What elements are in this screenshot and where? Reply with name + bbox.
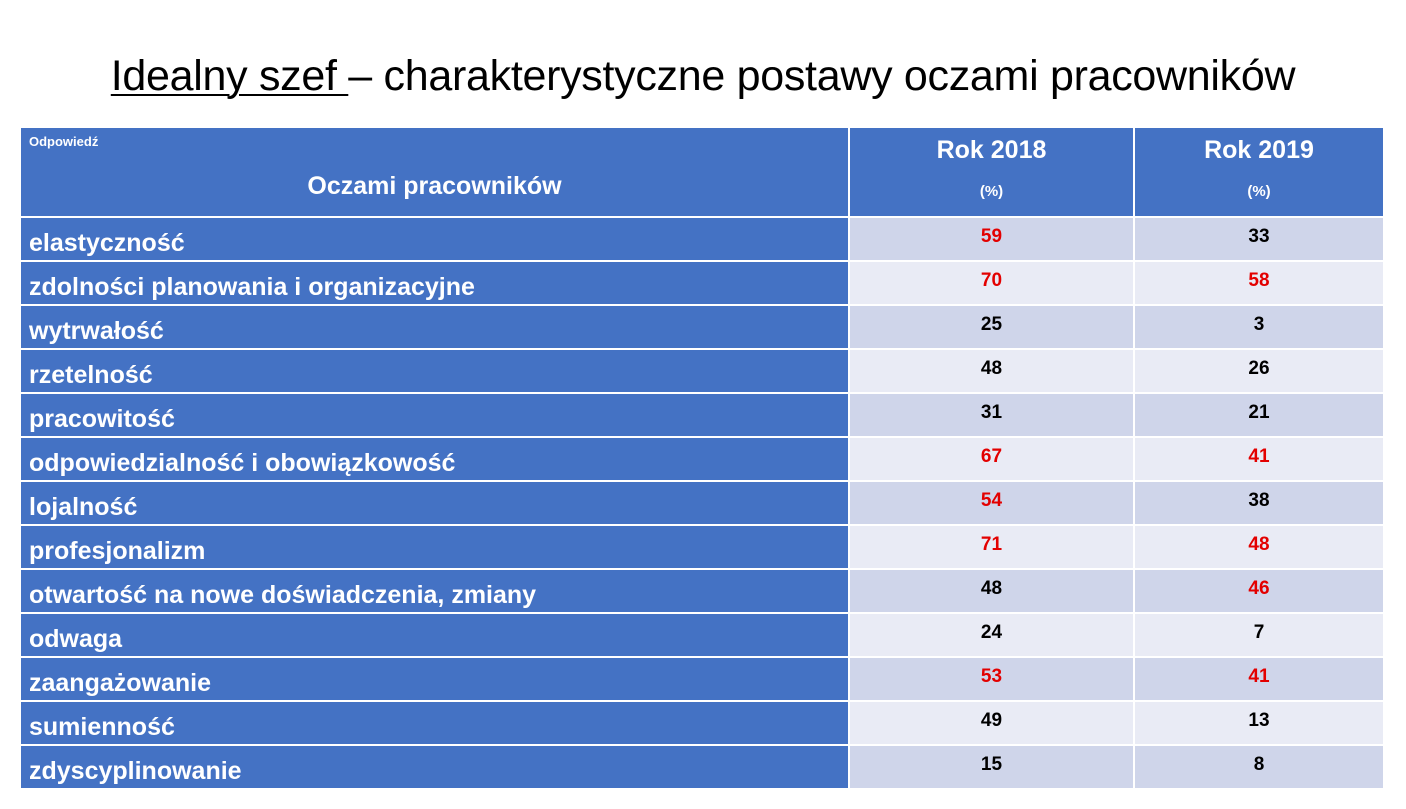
table-row: profesjonalizm 71 48 [19, 524, 1385, 570]
row-label: odwaga [19, 612, 850, 658]
row-label: zdolności planowania i organizacyjne [19, 260, 850, 306]
row-label: sumienność [19, 700, 850, 746]
value-2018: 71 [848, 524, 1135, 570]
table-row: odpowiedzialność i obowiązkowość 67 41 [19, 436, 1385, 482]
table-row: zdolności planowania i organizacyjne 70 58 [19, 260, 1385, 306]
value-2018: 31 [848, 392, 1135, 438]
header-2018-cell: Rok 2018 (%) [848, 126, 1135, 218]
row-label: odpowiedzialność i obowiązkowość [19, 436, 850, 482]
row-label: otwartość na nowe doświadczenia, zmiany [19, 568, 850, 614]
row-label: pracowitość [19, 392, 850, 438]
table-row: zaangażowanie 53 41 [19, 656, 1385, 702]
value-2018: 15 [848, 744, 1135, 790]
table-row: otwartość na nowe doświadczenia, zmiany 4… [19, 568, 1385, 614]
value-2019: 46 [1133, 568, 1385, 614]
value-2018: 67 [848, 436, 1135, 482]
slide-title-underlined: Idealny szef [110, 52, 349, 100]
table-header-row: Odpowiedź Oczami pracowników Rok 2018 (%… [19, 126, 1385, 218]
table-row: pracowitość 31 21 [19, 392, 1385, 438]
slide-title-rest: – charakterystyczne postawy oczami praco… [348, 52, 1296, 100]
value-2019: 7 [1133, 612, 1385, 658]
table-row: elastyczność 59 33 [19, 216, 1385, 262]
row-label: wytrwałość [19, 304, 850, 350]
value-2019: 41 [1133, 656, 1385, 702]
value-2018: 24 [848, 612, 1135, 658]
value-2019: 26 [1133, 348, 1385, 394]
value-2018: 70 [848, 260, 1135, 306]
header-2018-label: Rok 2018 [936, 136, 1047, 164]
value-2018: 54 [848, 480, 1135, 526]
row-label: lojalność [19, 480, 850, 526]
value-2019: 48 [1133, 524, 1385, 570]
value-2018: 25 [848, 304, 1135, 350]
header-2019-cell: Rok 2019 (%) [1133, 126, 1385, 218]
row-label: rzetelność [19, 348, 850, 394]
value-2019: 38 [1133, 480, 1385, 526]
table-row: wytrwałość 25 3 [19, 304, 1385, 350]
slide-title: Idealny szef – charakterystyczne postawy… [0, 46, 1406, 106]
value-2019: 33 [1133, 216, 1385, 262]
table-body: elastyczność 59 33 zdolności planowania i o… [19, 216, 1385, 790]
value-2018: 48 [848, 568, 1135, 614]
value-2018: 59 [848, 216, 1135, 262]
value-2018: 53 [848, 656, 1135, 702]
row-label: zaangażowanie [19, 656, 850, 702]
row-label: profesjonalizm [19, 524, 850, 570]
value-2018: 49 [848, 700, 1135, 746]
table-row: lojalność 54 38 [19, 480, 1385, 526]
header-2018-unit: (%) [979, 183, 1004, 200]
header-2019-label: Rok 2019 [1204, 136, 1314, 164]
row-label: zdyscyplinowanie [19, 744, 850, 790]
row-label: elastyczność [19, 216, 850, 262]
table-row: odwaga 24 7 [19, 612, 1385, 658]
results-table: Odpowiedź Oczami pracowników Rok 2018 (%… [19, 126, 1385, 790]
header-answer-cell: Odpowiedź Oczami pracowników [19, 126, 850, 218]
header-small-label: Odpowiedź [29, 134, 99, 149]
header-2019-unit: (%) [1247, 183, 1271, 200]
value-2019: 58 [1133, 260, 1385, 306]
value-2019: 21 [1133, 392, 1385, 438]
value-2018: 48 [848, 348, 1135, 394]
value-2019: 8 [1133, 744, 1385, 790]
value-2019: 3 [1133, 304, 1385, 350]
value-2019: 41 [1133, 436, 1385, 482]
table-row: zdyscyplinowanie 15 8 [19, 744, 1385, 790]
value-2019: 13 [1133, 700, 1385, 746]
table-row: sumienność 49 13 [19, 700, 1385, 746]
table-row: rzetelność 48 26 [19, 348, 1385, 394]
header-main-label: Oczami pracowników [307, 172, 562, 200]
